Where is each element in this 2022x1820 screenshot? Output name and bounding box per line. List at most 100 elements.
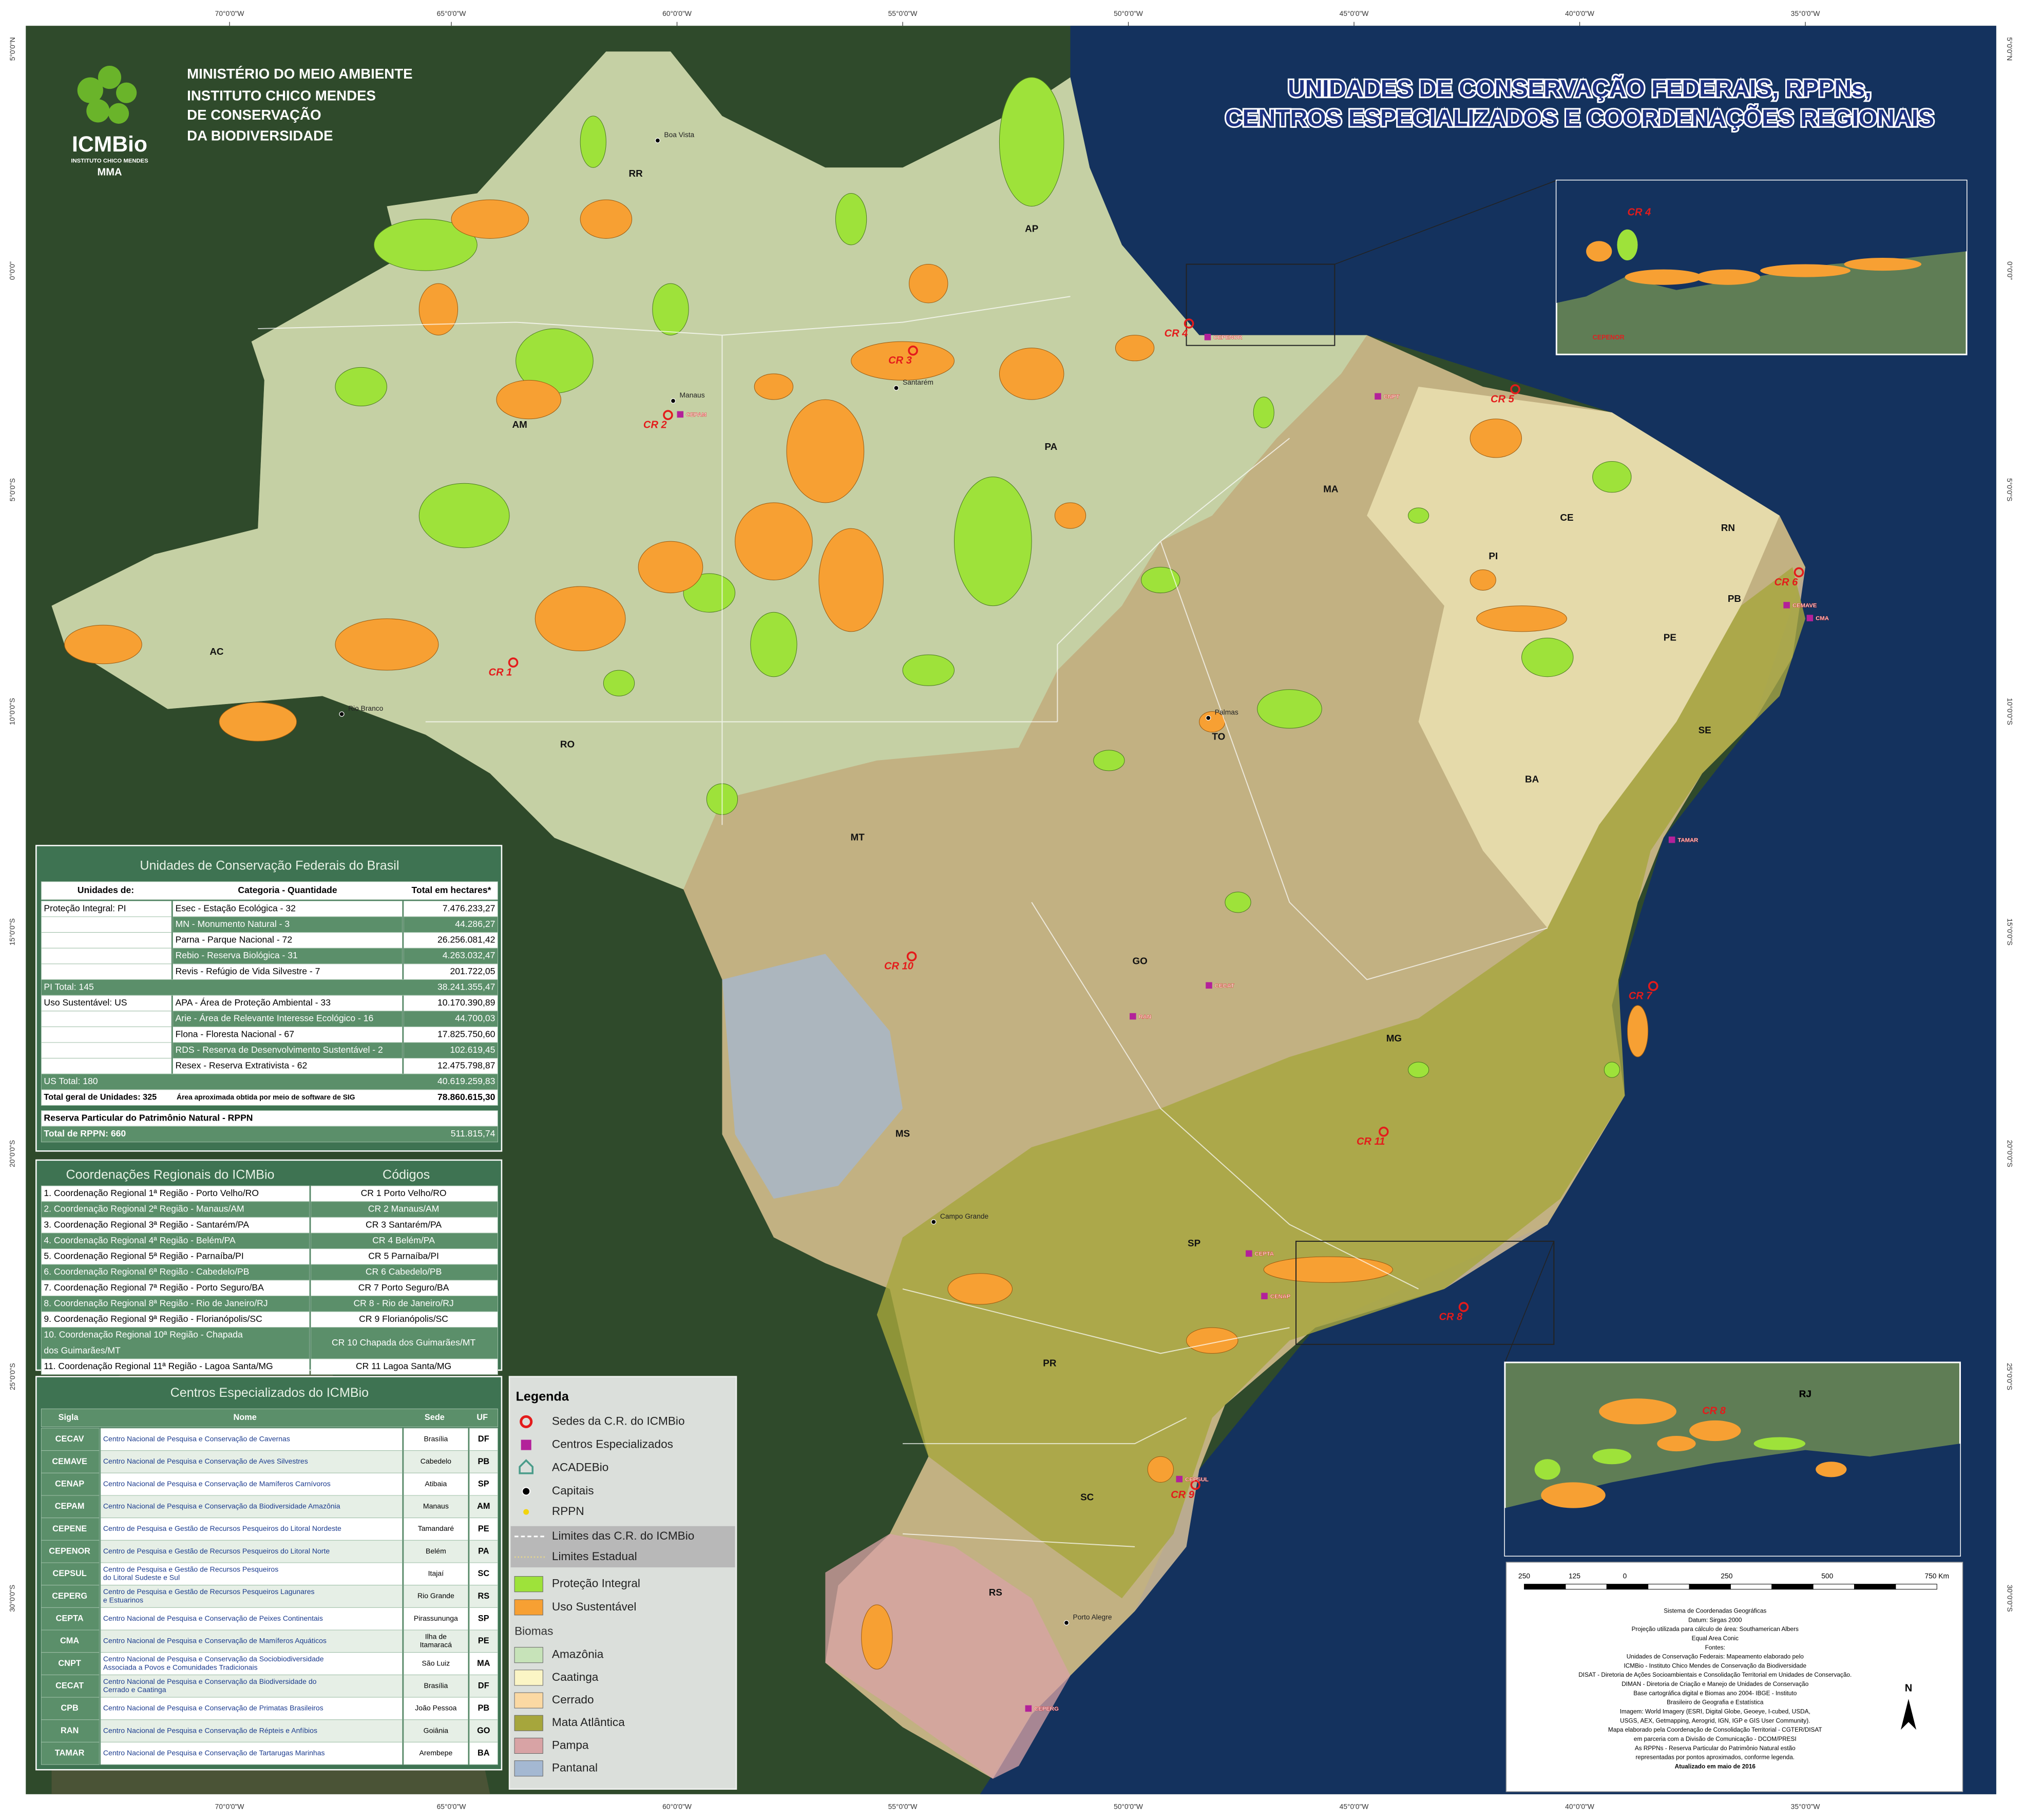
center-uf: SP: [478, 1479, 489, 1488]
latitude-label: 30°0'0"S: [9, 1585, 16, 1612]
logo-leaf: [98, 66, 122, 89]
center-name: Centro Nacional de Pesquisa e Conservaçã…: [103, 1457, 308, 1465]
legend-subtitle: Biomas: [514, 1625, 553, 1638]
table-cell: [41, 1540, 100, 1563]
state-label: PI: [1489, 551, 1498, 561]
center-marker: [1806, 615, 1814, 621]
regional-name: dos Guimarães/MT: [44, 1345, 121, 1355]
regional-office-label: CR 8: [1702, 1406, 1726, 1417]
state-label: PR: [1043, 1357, 1057, 1368]
center-uf: MA: [477, 1659, 490, 1668]
state-label: RS: [989, 1587, 1002, 1598]
center-seat: Brasília: [424, 1435, 448, 1443]
center-marker: [1025, 1705, 1032, 1712]
uso-sustentavel-area: [861, 1604, 893, 1670]
table-cell: [100, 1719, 403, 1742]
center-name: Centro de Pesquisa e Gestão de Recursos …: [103, 1547, 330, 1555]
biome-amazonia: [51, 51, 1367, 889]
city-label: Porto Alegre: [1073, 1614, 1112, 1621]
center-name: Centro Nacional de Pesquisa e Conservaçã…: [103, 1480, 331, 1488]
latitude-label: 5°0'0"S: [2006, 478, 2013, 501]
capital-marker: [339, 711, 345, 717]
center-name: Cerrado e Caatinga: [103, 1685, 166, 1694]
table-cell: [41, 1674, 100, 1698]
inset-connector: [1504, 1241, 1555, 1363]
inset-ocean: [1504, 1444, 1960, 1556]
longitude-label: 45°0'0"W: [1340, 1803, 1369, 1811]
table-cell: [173, 1011, 403, 1027]
table-cell: [41, 1562, 100, 1586]
uso-sustentavel-area: [786, 399, 865, 503]
latitude-label: 0°0'0": [9, 261, 16, 280]
regional-code: CR 9 Florianópolis/SC: [359, 1314, 448, 1324]
legend-label: Sedes da C.R. do ICMBio: [552, 1414, 685, 1427]
longitude-label: 55°0'0"W: [888, 10, 918, 17]
center-code: RAN: [61, 1726, 79, 1735]
category: Esec - Estação Ecológica - 32: [176, 903, 296, 913]
center-code: CEPENOR: [49, 1547, 90, 1556]
longitude-label: 40°0'0"W: [1565, 1803, 1594, 1811]
regional-office-marker: [1510, 384, 1520, 394]
city-label: Rio Branco: [348, 705, 384, 712]
category: MN - Monumento Natural - 3: [176, 919, 290, 929]
legend-swatch: [514, 1715, 543, 1731]
note-line: Sistema de Coordenadas Geográficas: [1664, 1607, 1766, 1615]
regional-office-marker: [908, 345, 918, 356]
table-cell: [403, 916, 498, 933]
uso-sustentavel-area: [1054, 502, 1086, 529]
city-label: Palmas: [1215, 709, 1238, 716]
table-cell: [41, 1585, 100, 1608]
logo-text: ICMBio: [72, 132, 147, 157]
scale-segment: [1895, 1584, 1937, 1590]
note-line: em parceria com a Divisão de Comunicação…: [1634, 1735, 1797, 1742]
legend-label: Limites das C.R. do ICMBio: [552, 1529, 694, 1542]
center-seat: Itajaí: [428, 1569, 444, 1578]
regional-name: 10. Coordenação Regional 10ª Região - Ch…: [44, 1330, 243, 1340]
institution-line: MINISTÉRIO DO MEIO AMBIENTE: [187, 66, 412, 82]
state-label: GO: [1132, 955, 1147, 966]
table-cell: [41, 1280, 310, 1296]
table-cell: [41, 916, 172, 933]
state-border: [902, 1288, 1290, 1354]
center-seat: Manaus: [423, 1502, 449, 1510]
legend-symbol: [523, 1509, 529, 1515]
table-title: Códigos: [383, 1168, 430, 1182]
center-name: e Estuarinos: [103, 1596, 143, 1604]
table-cell: [310, 1233, 498, 1249]
regional-code: CR 8 - Rio de Janeiro/RJ: [353, 1298, 453, 1308]
rppn-title: Reserva Particular do Patrimônio Natural…: [44, 1112, 253, 1123]
center-seat: João Pessoa: [415, 1704, 456, 1712]
scale-label: 500: [1821, 1572, 1833, 1580]
protecao-integral-area: [902, 654, 955, 686]
protecao-integral-area: [1257, 689, 1322, 729]
group-total-value: 40.619.259,83: [437, 1076, 495, 1086]
table-cell: [100, 1450, 403, 1473]
center-label: CENAP: [1270, 1294, 1291, 1300]
protecao-integral-area: [1093, 750, 1125, 771]
legend-label: Mata Atlântica: [552, 1716, 625, 1729]
table-cell: [310, 1358, 498, 1375]
legend-swatch: [514, 1599, 543, 1616]
uso-sustentavel-area: [1186, 1327, 1238, 1354]
table-cell: [403, 1652, 469, 1675]
capital-marker: [893, 385, 899, 391]
table-cell: [469, 1697, 498, 1720]
center-code: CNPT: [58, 1659, 81, 1668]
scale-segment: [1648, 1584, 1690, 1590]
latitude-label: 20°0'0"S: [2006, 1140, 2013, 1167]
protecao-integral-area: [999, 77, 1064, 207]
longitude-label: 45°0'0"W: [1340, 10, 1369, 17]
protecao-integral-area: [750, 612, 797, 677]
legend-label: Uso Sustentável: [552, 1600, 636, 1613]
scale-segment: [1689, 1584, 1731, 1590]
grand-total-label: Total geral de Unidades: 325: [44, 1093, 157, 1102]
scale-label: 250: [1518, 1572, 1530, 1580]
protecao-integral-area: [373, 219, 478, 271]
table-cell: [41, 1233, 310, 1249]
uso-sustentavel-area: [1599, 1398, 1676, 1425]
latitude-label: 5°0'0"N: [2006, 37, 2013, 61]
table-cell: [469, 1719, 498, 1742]
protecao-integral-area: [580, 116, 606, 168]
longitude-label: 35°0'0"W: [1791, 10, 1820, 17]
